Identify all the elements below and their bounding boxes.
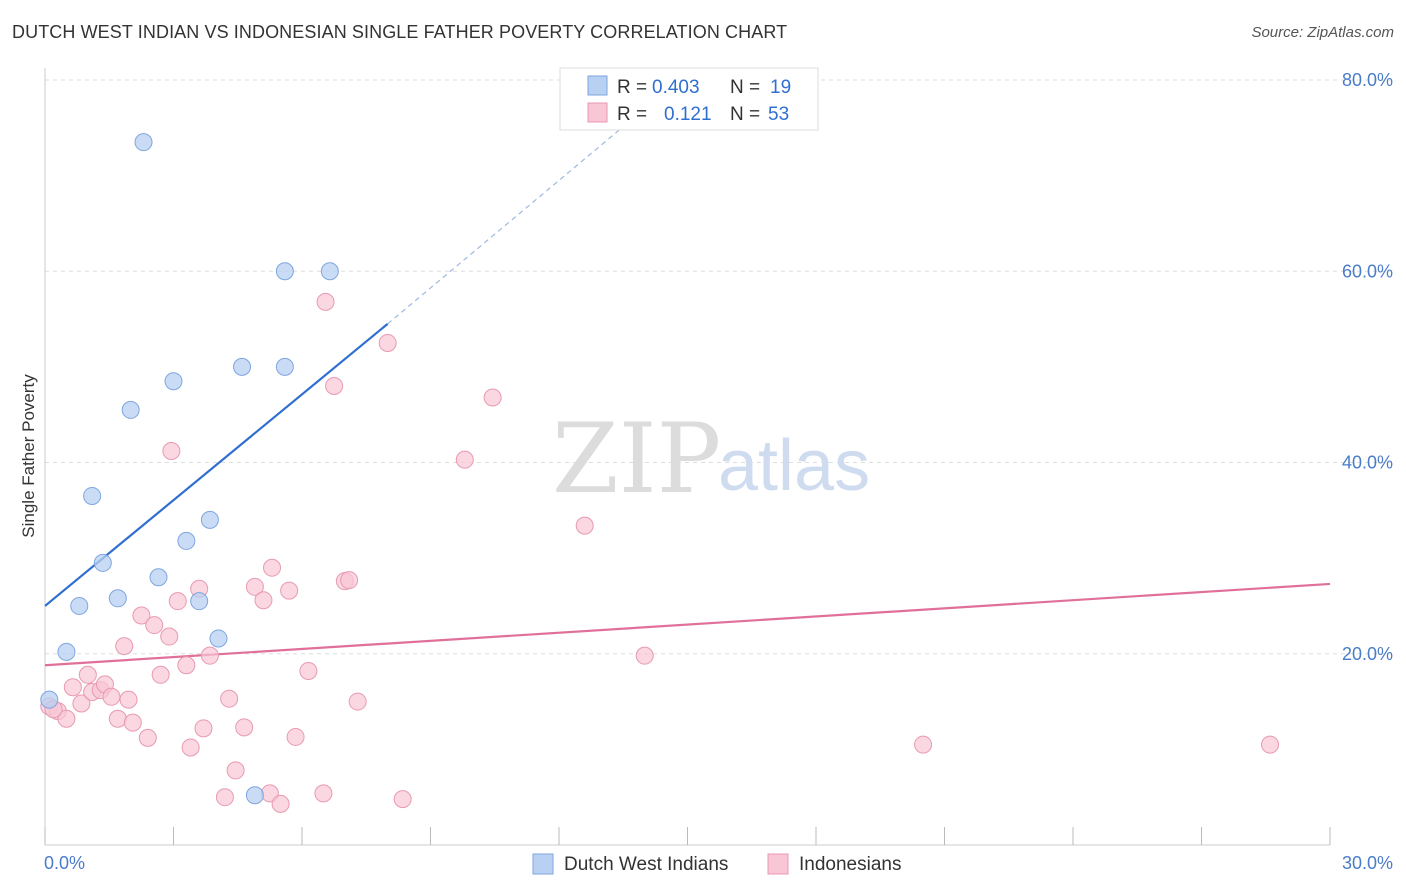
y-tick-label: 60.0%	[1342, 261, 1393, 281]
bottom-legend-label: Indonesians	[799, 854, 901, 875]
point-indonesians	[119, 690, 138, 709]
point-indonesians	[483, 388, 502, 407]
point-indonesians	[348, 692, 367, 711]
point-indonesians	[635, 646, 654, 665]
legend-r-label: R =	[617, 104, 647, 125]
point-dutch-west-indians	[275, 262, 294, 281]
point-indonesians	[914, 735, 933, 754]
point-dutch-west-indians	[108, 589, 127, 608]
point-dutch-west-indians	[149, 568, 168, 587]
y-tick-label: 40.0%	[1342, 453, 1393, 473]
point-dutch-west-indians	[233, 357, 252, 376]
bottom-legend-swatch-blue	[532, 853, 554, 875]
point-dutch-west-indians	[177, 531, 196, 550]
point-dutch-west-indians	[93, 553, 112, 572]
point-indonesians	[325, 377, 344, 395]
point-indonesians	[1261, 735, 1280, 754]
point-indonesians	[162, 442, 181, 461]
legend-n-value: 19	[770, 77, 791, 98]
point-indonesians	[151, 665, 170, 684]
legend-n-label: N =	[730, 104, 760, 125]
point-dutch-west-indians	[134, 133, 153, 152]
point-indonesians	[316, 292, 335, 311]
legend-r-value: 0.403	[652, 77, 700, 98]
watermark: ZIP atlas	[552, 403, 870, 515]
point-dutch-west-indians	[70, 596, 89, 615]
point-indonesians	[280, 581, 299, 600]
y-tick-label: 20.0%	[1342, 644, 1393, 664]
point-indonesians	[340, 571, 359, 590]
point-indonesians	[72, 694, 91, 713]
point-indonesians	[138, 728, 157, 747]
bottom-legend-label: Dutch West Indians	[564, 854, 728, 875]
point-indonesians	[286, 727, 305, 746]
point-dutch-west-indians	[121, 400, 140, 419]
point-indonesians	[314, 784, 333, 803]
x-tick-label: 30.0%	[1342, 853, 1393, 873]
y-tick-label: 80.0%	[1342, 70, 1393, 90]
legend-swatch-blue	[587, 75, 608, 96]
point-indonesians	[181, 738, 200, 757]
point-indonesians	[271, 794, 290, 813]
trend-line-extension	[387, 108, 646, 325]
point-indonesians	[299, 661, 318, 680]
y-axis-label: Single Father Poverty	[19, 374, 38, 538]
watermark-atlas: atlas	[718, 426, 870, 506]
point-indonesians	[168, 592, 187, 611]
point-dutch-west-indians	[83, 486, 102, 505]
x-tick-label: 0.0%	[44, 853, 85, 873]
legend-r-label: R =	[617, 77, 647, 98]
point-indonesians	[194, 719, 213, 738]
point-indonesians	[108, 709, 127, 728]
point-indonesians	[123, 713, 142, 732]
trend-lines	[44, 108, 1331, 667]
point-indonesians	[455, 450, 474, 469]
point-dutch-west-indians	[275, 357, 294, 376]
point-dutch-west-indians	[57, 642, 76, 661]
point-indonesians	[200, 646, 219, 665]
trend-line-indonesians	[44, 582, 1331, 667]
point-dutch-west-indians	[209, 629, 228, 648]
point-dutch-west-indians	[164, 372, 183, 391]
tick-labels: 20.0% 40.0% 60.0% 80.0% 0.0% 30.0%	[44, 70, 1393, 873]
legend-box: R = 0.403 N = 19 R = 0.121 N = 53	[559, 67, 819, 131]
axes	[44, 68, 1331, 846]
point-indonesians	[220, 689, 239, 708]
legend-n-label: N =	[730, 77, 760, 98]
point-indonesians	[115, 637, 134, 656]
point-indonesians	[145, 616, 164, 635]
point-indonesians	[78, 665, 97, 684]
point-indonesians	[177, 656, 196, 675]
point-indonesians	[57, 709, 76, 728]
legend-r-value: 0.121	[664, 104, 712, 125]
point-indonesians	[575, 516, 594, 535]
point-dutch-west-indians	[200, 510, 219, 529]
point-indonesians	[263, 558, 282, 577]
point-indonesians	[245, 577, 264, 596]
point-dutch-west-indians	[245, 786, 264, 805]
point-indonesians	[226, 761, 245, 780]
point-indonesians	[215, 788, 234, 807]
bottom-legend: Dutch West Indians Indonesians	[532, 853, 901, 875]
point-indonesians	[63, 678, 82, 697]
point-indonesians	[160, 627, 179, 646]
legend-n-value: 53	[768, 104, 789, 125]
point-indonesians	[132, 606, 151, 625]
point-dutch-west-indians	[320, 262, 339, 281]
point-indonesians	[378, 333, 397, 352]
chart-title: DUTCH WEST INDIAN VS INDONESIAN SINGLE F…	[12, 22, 788, 42]
point-indonesians	[393, 790, 412, 809]
point-indonesians	[235, 718, 254, 737]
source-credit: Source: ZipAtlas.com	[1251, 24, 1394, 41]
point-indonesians	[102, 687, 121, 706]
point-indonesians	[254, 591, 273, 610]
point-dutch-west-indians	[40, 690, 59, 709]
watermark-zip: ZIP	[552, 403, 721, 515]
data-points	[40, 133, 1280, 813]
legend-swatch-pink	[587, 102, 608, 123]
point-dutch-west-indians	[190, 592, 209, 611]
bottom-legend-swatch-pink	[767, 853, 789, 875]
